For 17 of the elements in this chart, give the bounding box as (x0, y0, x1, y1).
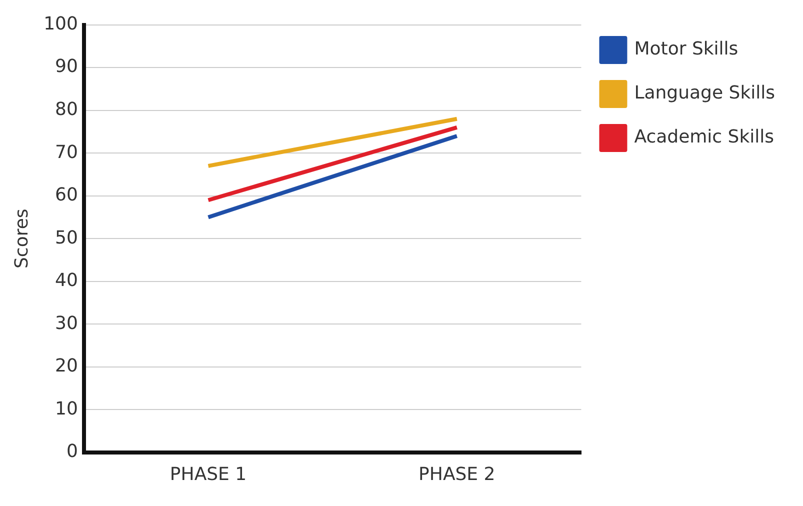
y-tick-label: 40 (55, 270, 78, 292)
y-tick-label: 0 (66, 441, 78, 462)
x-tick-label: PHASE 2 (418, 464, 496, 485)
y-tick-label: 50 (55, 227, 78, 248)
x-tick-label: PHASE 1 (170, 464, 247, 485)
y-axis-title: Scores (11, 208, 32, 268)
y-tick-label: 60 (55, 184, 78, 206)
y-tick-label: 80 (55, 98, 78, 120)
y-tick-label: 10 (55, 398, 78, 420)
legend-label: Language Skills (634, 82, 776, 104)
legend-label: Academic Skills (634, 126, 774, 148)
y-tick-label: 100 (44, 13, 78, 34)
y-tick-label: 20 (55, 356, 78, 377)
y-tick-label: 30 (55, 312, 78, 334)
y-tick-label: 70 (55, 142, 78, 163)
y-tick-label: 90 (55, 56, 78, 78)
legend-label: Motor Skills (634, 38, 738, 60)
